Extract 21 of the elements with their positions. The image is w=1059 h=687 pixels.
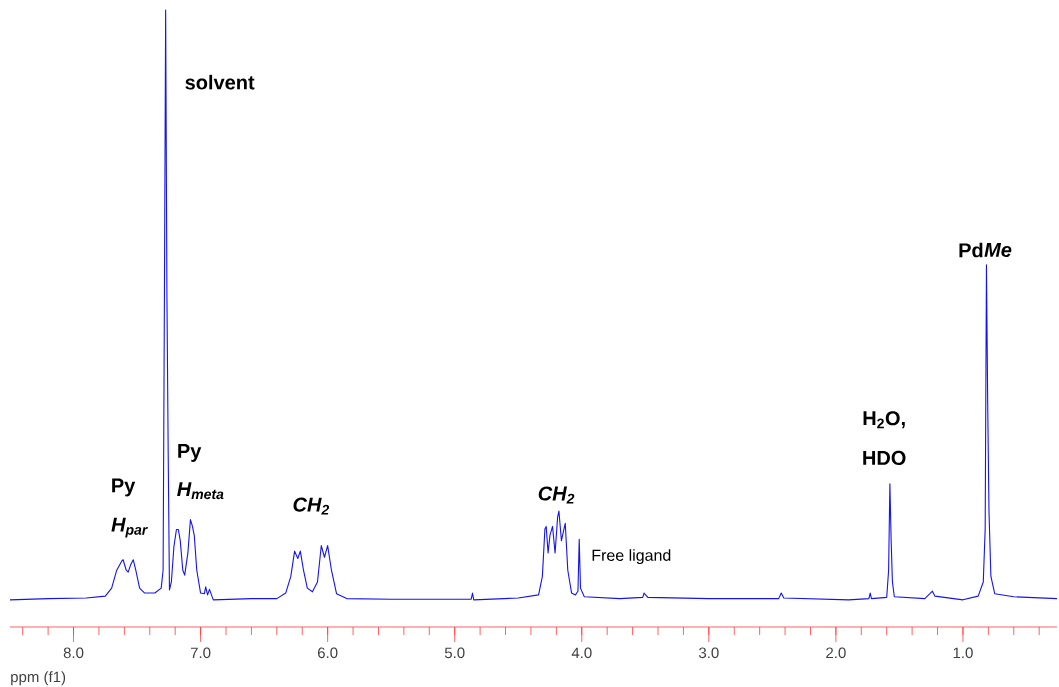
x-tick-label: 1.0 <box>953 647 973 659</box>
annotation: CH$_{2}$ <box>293 497 330 515</box>
annotation: H$_{2}$O, <box>863 411 905 429</box>
x-tick-label: 7.0 <box>190 647 211 659</box>
annotation: CH$_{2}$ <box>538 486 575 504</box>
x-axis-title: ppm (f1) <box>11 671 66 686</box>
annotation: solvent <box>185 74 255 90</box>
x-tick-label: 2.0 <box>826 647 846 659</box>
x-tick-label: 5.0 <box>444 647 465 659</box>
annotation: Py <box>178 444 202 462</box>
x-tick-label: 3.0 <box>698 647 719 659</box>
annotation: Me <box>984 243 1012 257</box>
x-tick-label: 4.0 <box>571 647 592 659</box>
annotation: Py <box>112 478 136 497</box>
annotation: H$_{par}$ <box>111 517 148 538</box>
annotation: Free ligand <box>592 549 671 565</box>
x-tick-label: 8.0 <box>63 647 84 659</box>
annotation: H$_{meta}$ <box>177 482 224 500</box>
annotation: Pd <box>959 242 983 258</box>
annotation: HDO <box>863 450 906 465</box>
x-tick-label: 6.0 <box>317 647 338 659</box>
